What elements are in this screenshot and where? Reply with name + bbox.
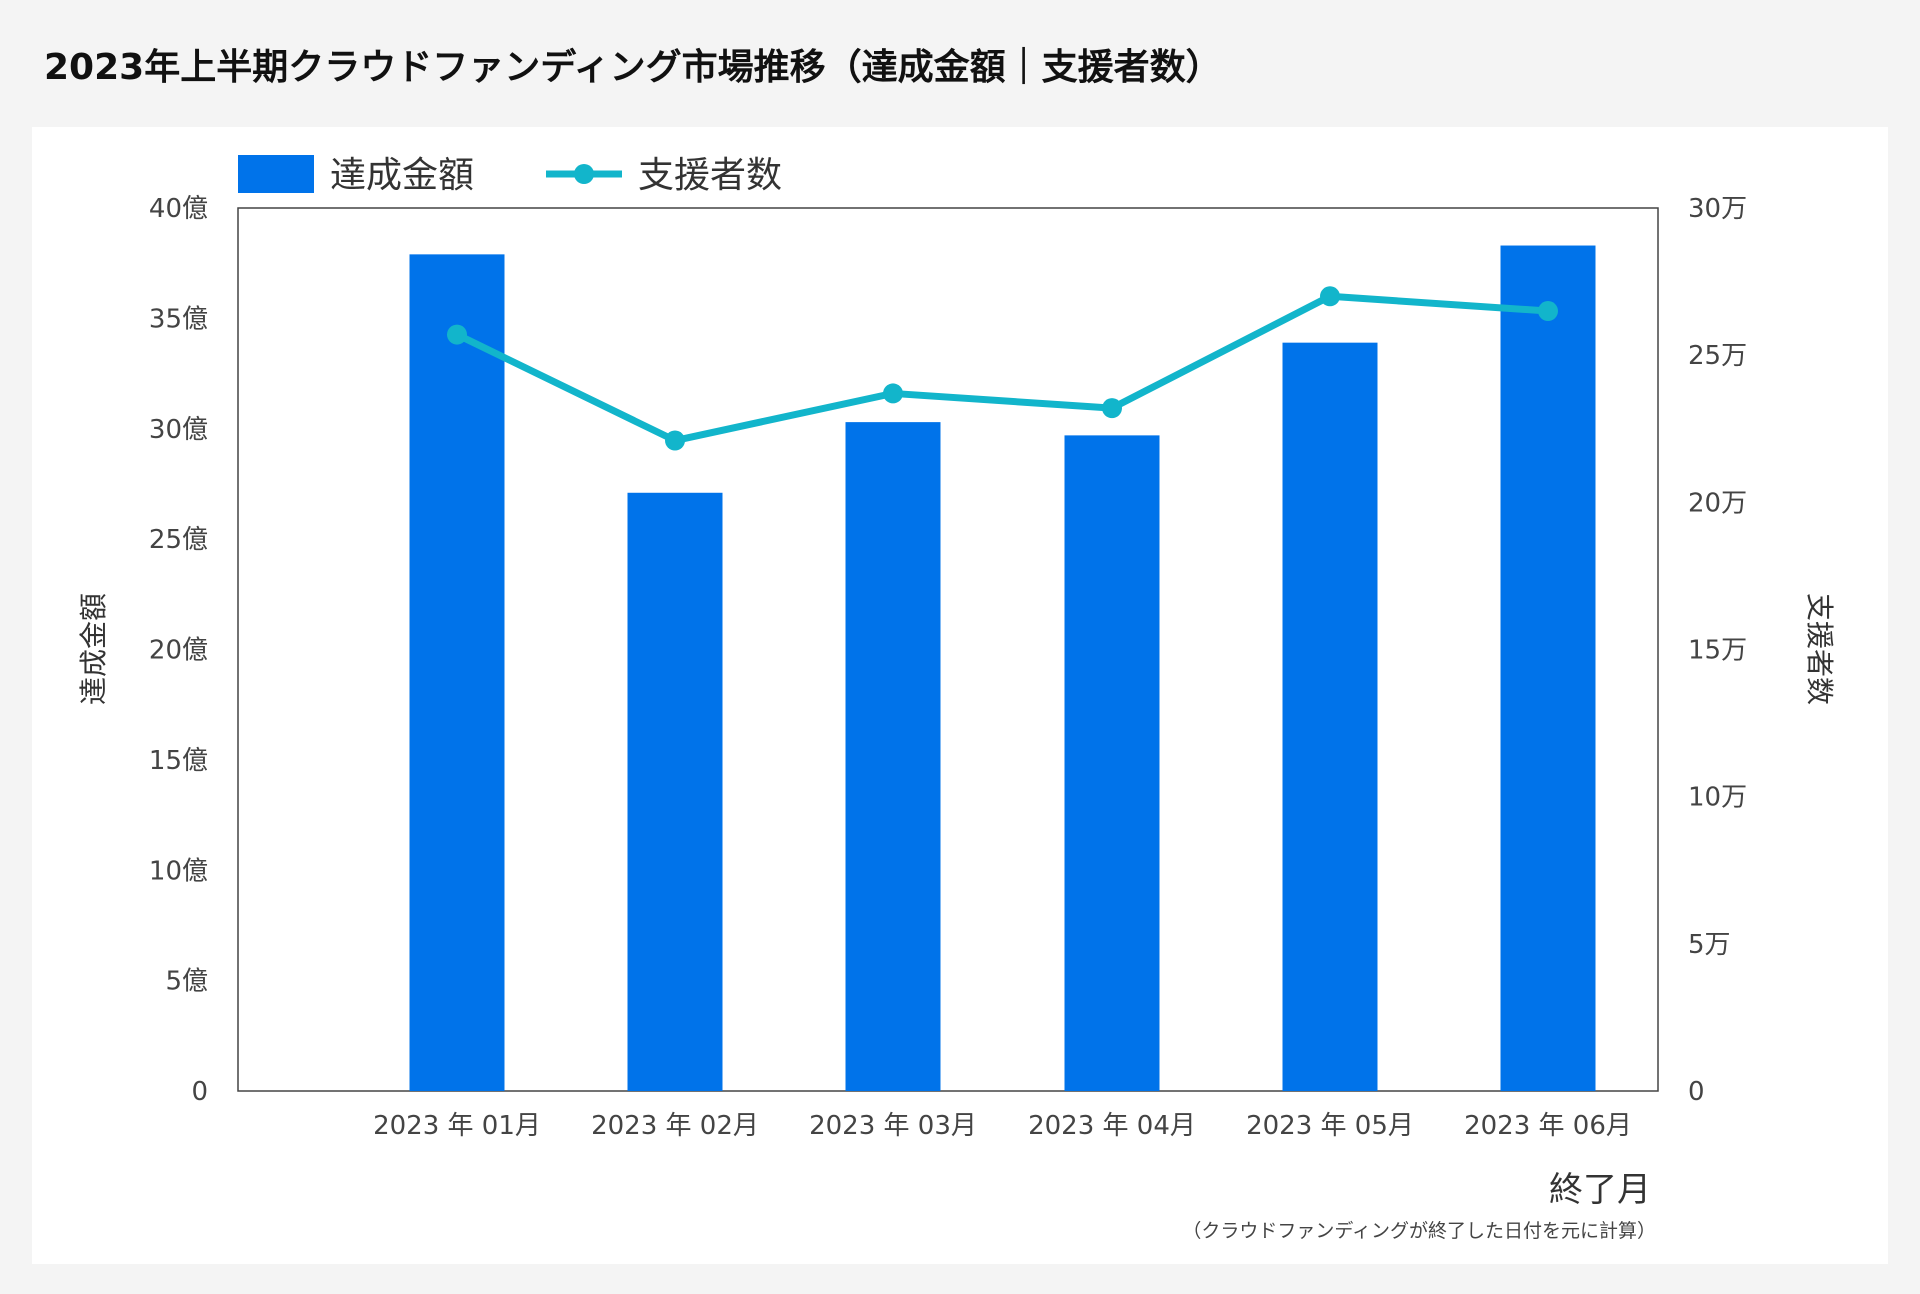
- x-tick-label: 2023 年 02月: [591, 1111, 759, 1141]
- y-tick-label: 0: [191, 1077, 208, 1107]
- line-point[interactable]: [1320, 286, 1340, 307]
- line-point[interactable]: [883, 383, 903, 404]
- x-axis-ticks: 2023 年 01月 2023 年 02月 2023 年 03月 2023 年 04月…: [373, 1111, 1632, 1141]
- legend-label-amount: 達成金額: [330, 155, 474, 196]
- bar[interactable]: [845, 422, 941, 1091]
- x-tick-label: 2023 年 06月: [1464, 1111, 1632, 1141]
- line-path: [455, 292, 1549, 445]
- chart-title: 2023年上半期クラウドファンディング市場推移（達成金額｜支援者数）: [44, 47, 1222, 88]
- right-axis-title: 支援者数: [1803, 593, 1836, 705]
- y2-tick-label: 10万: [1688, 783, 1747, 813]
- legend-bar-swatch: [238, 155, 314, 193]
- right-axis-ticks: 0 5万 10万 15万 20万 25万 30万: [1688, 194, 1747, 1107]
- bar[interactable]: [1064, 435, 1160, 1091]
- left-axis-title: 達成金額: [77, 593, 110, 705]
- x-tick-label: 2023 年 03月: [809, 1111, 977, 1141]
- y-tick-label: 35億: [149, 304, 208, 334]
- line-point[interactable]: [447, 324, 467, 345]
- y-tick-label: 10億: [149, 856, 208, 886]
- line-series: [447, 286, 1558, 451]
- bar[interactable]: [1500, 245, 1596, 1092]
- y2-tick-label: 15万: [1688, 636, 1747, 666]
- line-point[interactable]: [1102, 398, 1122, 419]
- bar[interactable]: [1282, 342, 1378, 1092]
- x-tick-label: 2023 年 01月: [373, 1111, 541, 1141]
- y-tick-label: 5億: [165, 967, 208, 997]
- y2-tick-label: 20万: [1688, 488, 1747, 518]
- y2-tick-label: 0: [1688, 1077, 1705, 1107]
- x-tick-label: 2023 年 04月: [1028, 1111, 1196, 1141]
- bar[interactable]: [409, 254, 505, 1092]
- x-axis-title: 終了月: [1549, 1170, 1651, 1210]
- y2-tick-label: 5万: [1688, 930, 1731, 960]
- x-tick-label: 2023 年 05月: [1246, 1111, 1414, 1141]
- y2-tick-label: 25万: [1688, 341, 1747, 371]
- legend-label-supporters: 支援者数: [638, 155, 782, 196]
- line-point[interactable]: [1538, 301, 1558, 322]
- x-axis-note: （クラウドファンディングが終了した日付を元に計算）: [1182, 1220, 1656, 1242]
- y-tick-label: 40億: [149, 194, 208, 224]
- line-point[interactable]: [665, 430, 685, 451]
- y-tick-label: 15億: [149, 746, 208, 776]
- bar[interactable]: [627, 492, 723, 1092]
- y2-tick-label: 30万: [1688, 194, 1747, 224]
- y-tick-label: 25億: [149, 525, 208, 555]
- y-tick-label: 20億: [149, 636, 208, 666]
- legend-line-marker: [574, 164, 594, 184]
- bar-series: [409, 245, 1596, 1092]
- left-axis-ticks: 0 5億 10億 15億 20億 25億 30億 35億 40億: [149, 194, 208, 1107]
- legend: 達成金額 支援者数: [238, 155, 782, 196]
- plot-frame: [237, 207, 1659, 1092]
- y-tick-label: 30億: [149, 415, 208, 445]
